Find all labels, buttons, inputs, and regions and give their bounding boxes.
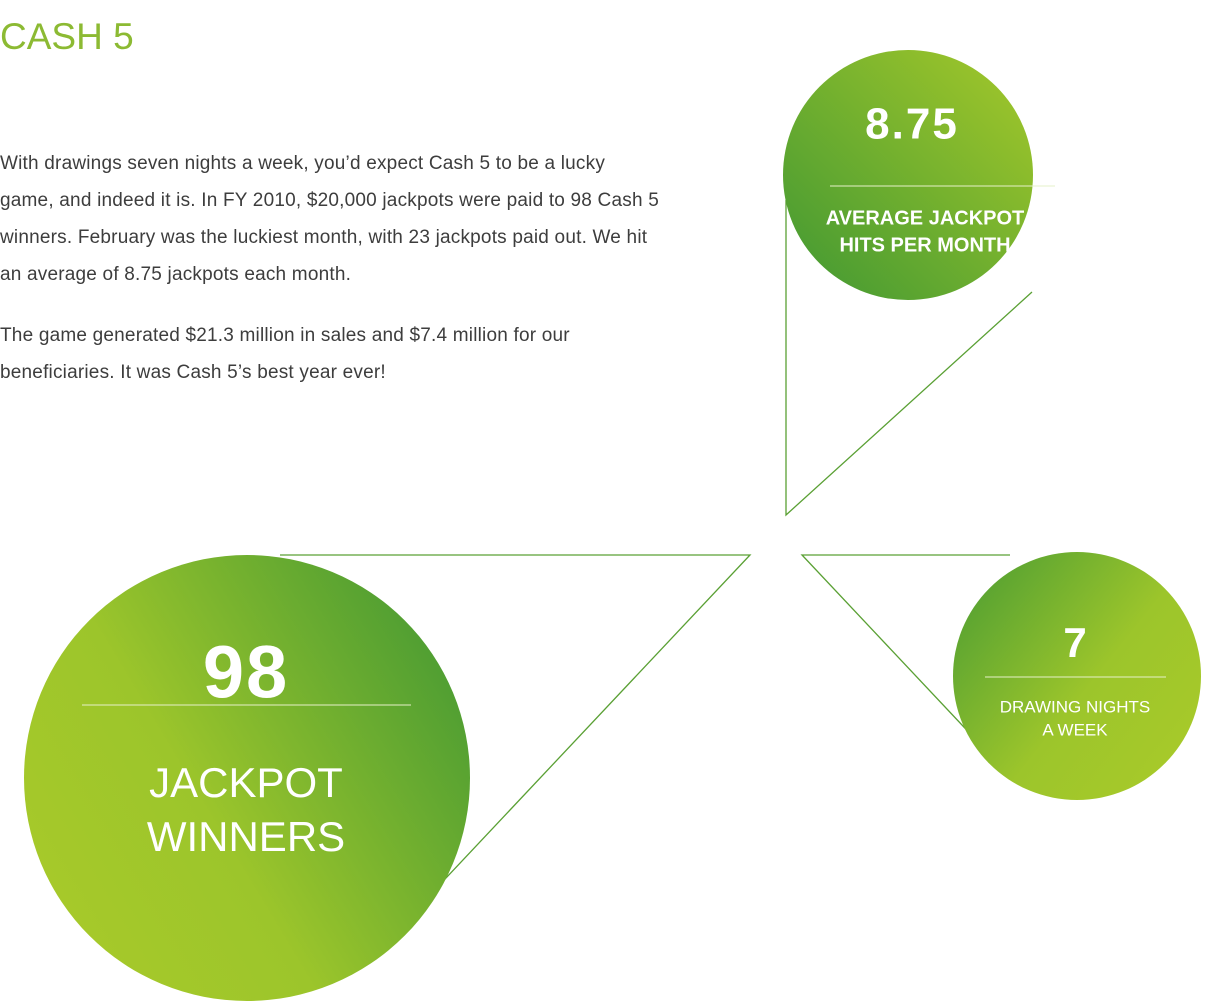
stat-circle <box>953 552 1201 800</box>
stat-label: AVERAGE JACKPOT <box>826 207 1025 229</box>
stat-label: DRAWING NIGHTS <box>1000 697 1150 716</box>
pointer <box>800 554 1010 743</box>
stat-label: A WEEK <box>1042 720 1108 739</box>
stat-value: 98 <box>203 631 289 714</box>
paragraph: With drawings seven nights a week, you’d… <box>0 153 659 285</box>
paragraph: The game generated $21.3 million in sale… <box>0 325 570 383</box>
stat-value: 8.75 <box>865 100 959 149</box>
stat-label: JACKPOT <box>149 759 343 806</box>
pointer <box>785 200 1033 517</box>
pointer <box>280 554 752 896</box>
stat-label: HITS PER MONTH <box>839 234 1010 256</box>
title: CASH 5 <box>0 16 134 57</box>
stat-circle <box>24 555 470 1001</box>
stat-label: WINNERS <box>147 813 345 860</box>
dividers <box>82 185 1166 706</box>
pointers <box>280 200 1033 896</box>
stat-circle <box>783 50 1033 300</box>
stat-value: 7 <box>1063 619 1086 666</box>
